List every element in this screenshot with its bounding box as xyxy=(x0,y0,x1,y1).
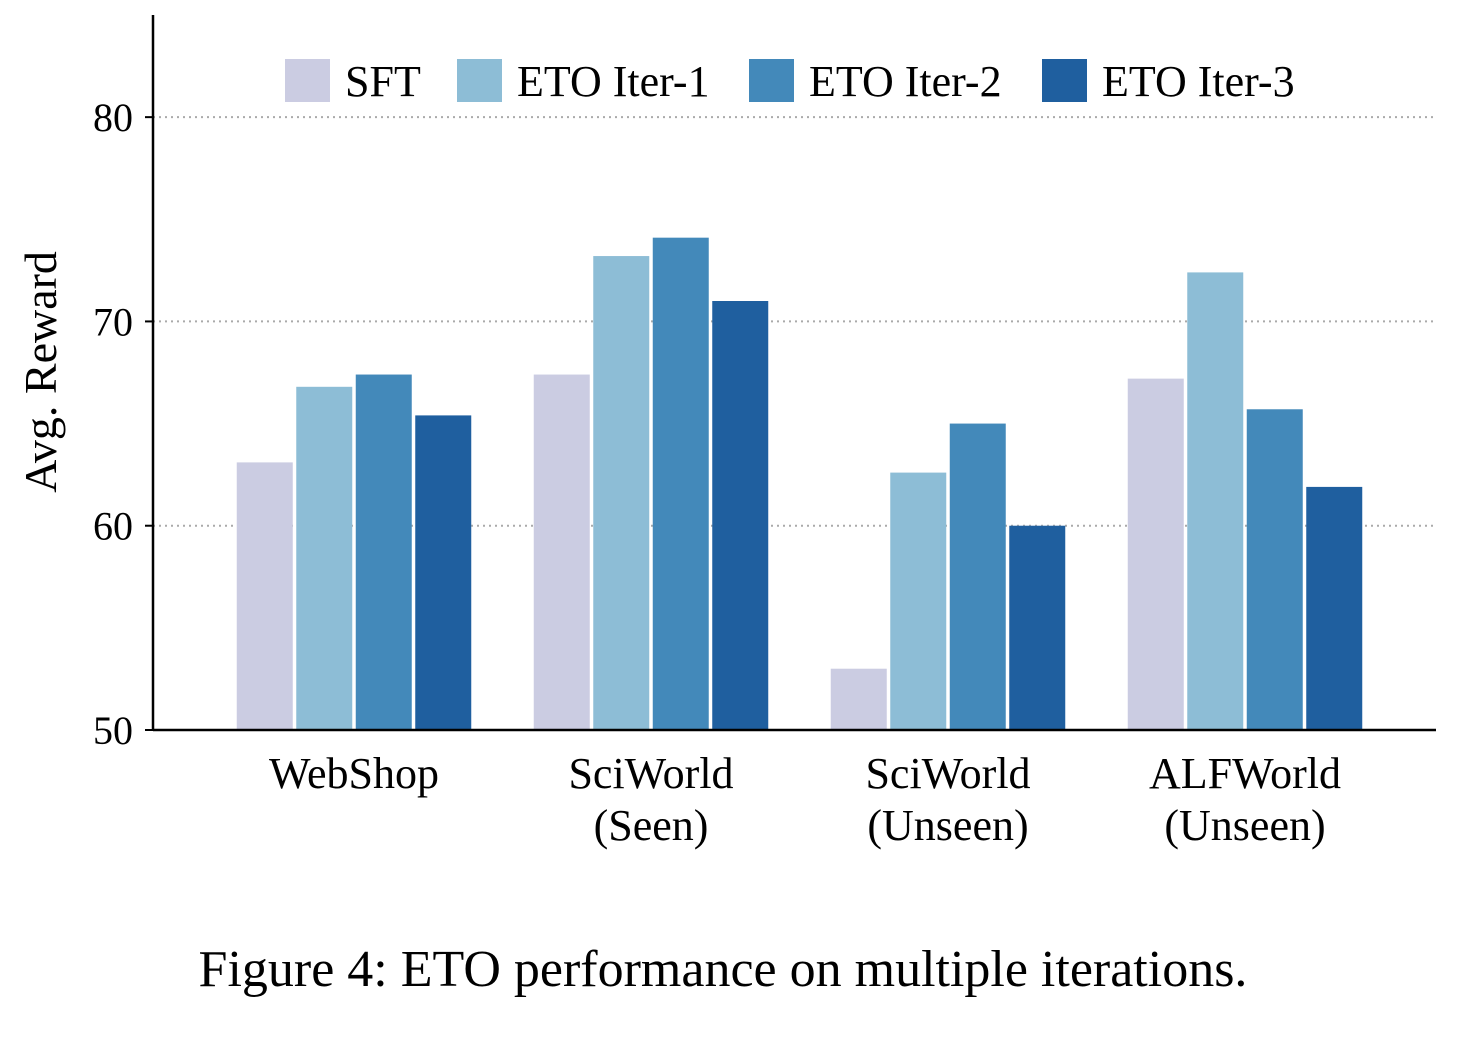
bar-eto-iter-2 xyxy=(652,237,709,730)
x-tick-label: (Unseen) xyxy=(867,801,1028,850)
y-tick-label: 50 xyxy=(93,708,133,753)
x-tick-label: (Unseen) xyxy=(1164,801,1325,850)
bar-eto-iter-2 xyxy=(1246,409,1303,730)
bar-eto-iter-2 xyxy=(355,374,412,730)
bar-eto-iter-1 xyxy=(593,256,650,730)
bar-eto-iter-3 xyxy=(415,415,472,730)
bar-sft xyxy=(236,462,293,730)
bar-eto-iter-1 xyxy=(890,472,947,730)
x-tick-label: ALFWorld xyxy=(1149,749,1341,798)
bar-eto-iter-2 xyxy=(949,423,1006,730)
bar-sft xyxy=(533,374,590,730)
x-tick-label: SciWorld xyxy=(568,749,733,798)
bar-eto-iter-1 xyxy=(1187,272,1244,730)
bar-eto-iter-1 xyxy=(296,386,353,730)
legend-label: ETO Iter-1 xyxy=(517,57,710,106)
y-tick-label: 60 xyxy=(93,504,133,549)
y-tick-label: 70 xyxy=(93,299,133,344)
bar-eto-iter-3 xyxy=(1306,486,1363,730)
y-axis-label: Avg. Reward xyxy=(15,251,66,493)
figure-caption: Figure 4: ETO performance on multiple it… xyxy=(198,941,1248,998)
legend-swatch xyxy=(285,59,330,102)
legend-label: ETO Iter-2 xyxy=(809,57,1002,106)
legend-swatch xyxy=(457,59,502,102)
bar-sft xyxy=(830,668,887,730)
legend-swatch xyxy=(749,59,794,102)
legend-label: ETO Iter-3 xyxy=(1102,57,1295,106)
legend-swatch xyxy=(1042,59,1087,102)
bar-sft xyxy=(1127,378,1184,730)
x-tick-label: (Seen) xyxy=(594,801,709,850)
legend-label: SFT xyxy=(345,57,421,106)
bar-eto-iter-3 xyxy=(712,301,769,730)
bar-eto-iter-3 xyxy=(1009,525,1066,730)
x-tick-label: WebShop xyxy=(269,749,439,798)
y-tick-label: 80 xyxy=(93,95,133,140)
x-tick-label: SciWorld xyxy=(865,749,1030,798)
